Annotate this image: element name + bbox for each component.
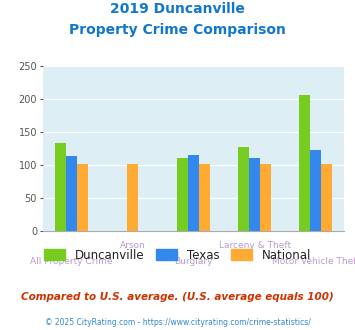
Text: © 2025 CityRating.com - https://www.cityrating.com/crime-statistics/: © 2025 CityRating.com - https://www.city… (45, 318, 310, 327)
Bar (299, 95, 310, 231)
Text: Property Crime Comparison: Property Crime Comparison (69, 23, 286, 37)
Legend: Duncanville, Texas, National: Duncanville, Texas, National (39, 244, 316, 266)
Text: Arson: Arson (119, 241, 145, 250)
Bar (260, 164, 271, 231)
Bar (310, 150, 321, 231)
Text: Burglary: Burglary (174, 257, 213, 266)
Text: 2019 Duncanville: 2019 Duncanville (110, 2, 245, 16)
Bar (199, 164, 210, 231)
Bar (249, 158, 260, 231)
Bar (66, 156, 77, 231)
Bar (177, 158, 188, 231)
Bar (55, 143, 66, 231)
Text: Larceny & Theft: Larceny & Theft (219, 241, 291, 250)
Bar (188, 155, 199, 231)
Bar (77, 164, 88, 231)
Text: Motor Vehicle Theft: Motor Vehicle Theft (272, 257, 355, 266)
Bar (238, 147, 249, 231)
Bar (321, 164, 332, 231)
Text: All Property Crime: All Property Crime (30, 257, 113, 266)
Text: Compared to U.S. average. (U.S. average equals 100): Compared to U.S. average. (U.S. average … (21, 292, 334, 302)
Bar (127, 164, 138, 231)
